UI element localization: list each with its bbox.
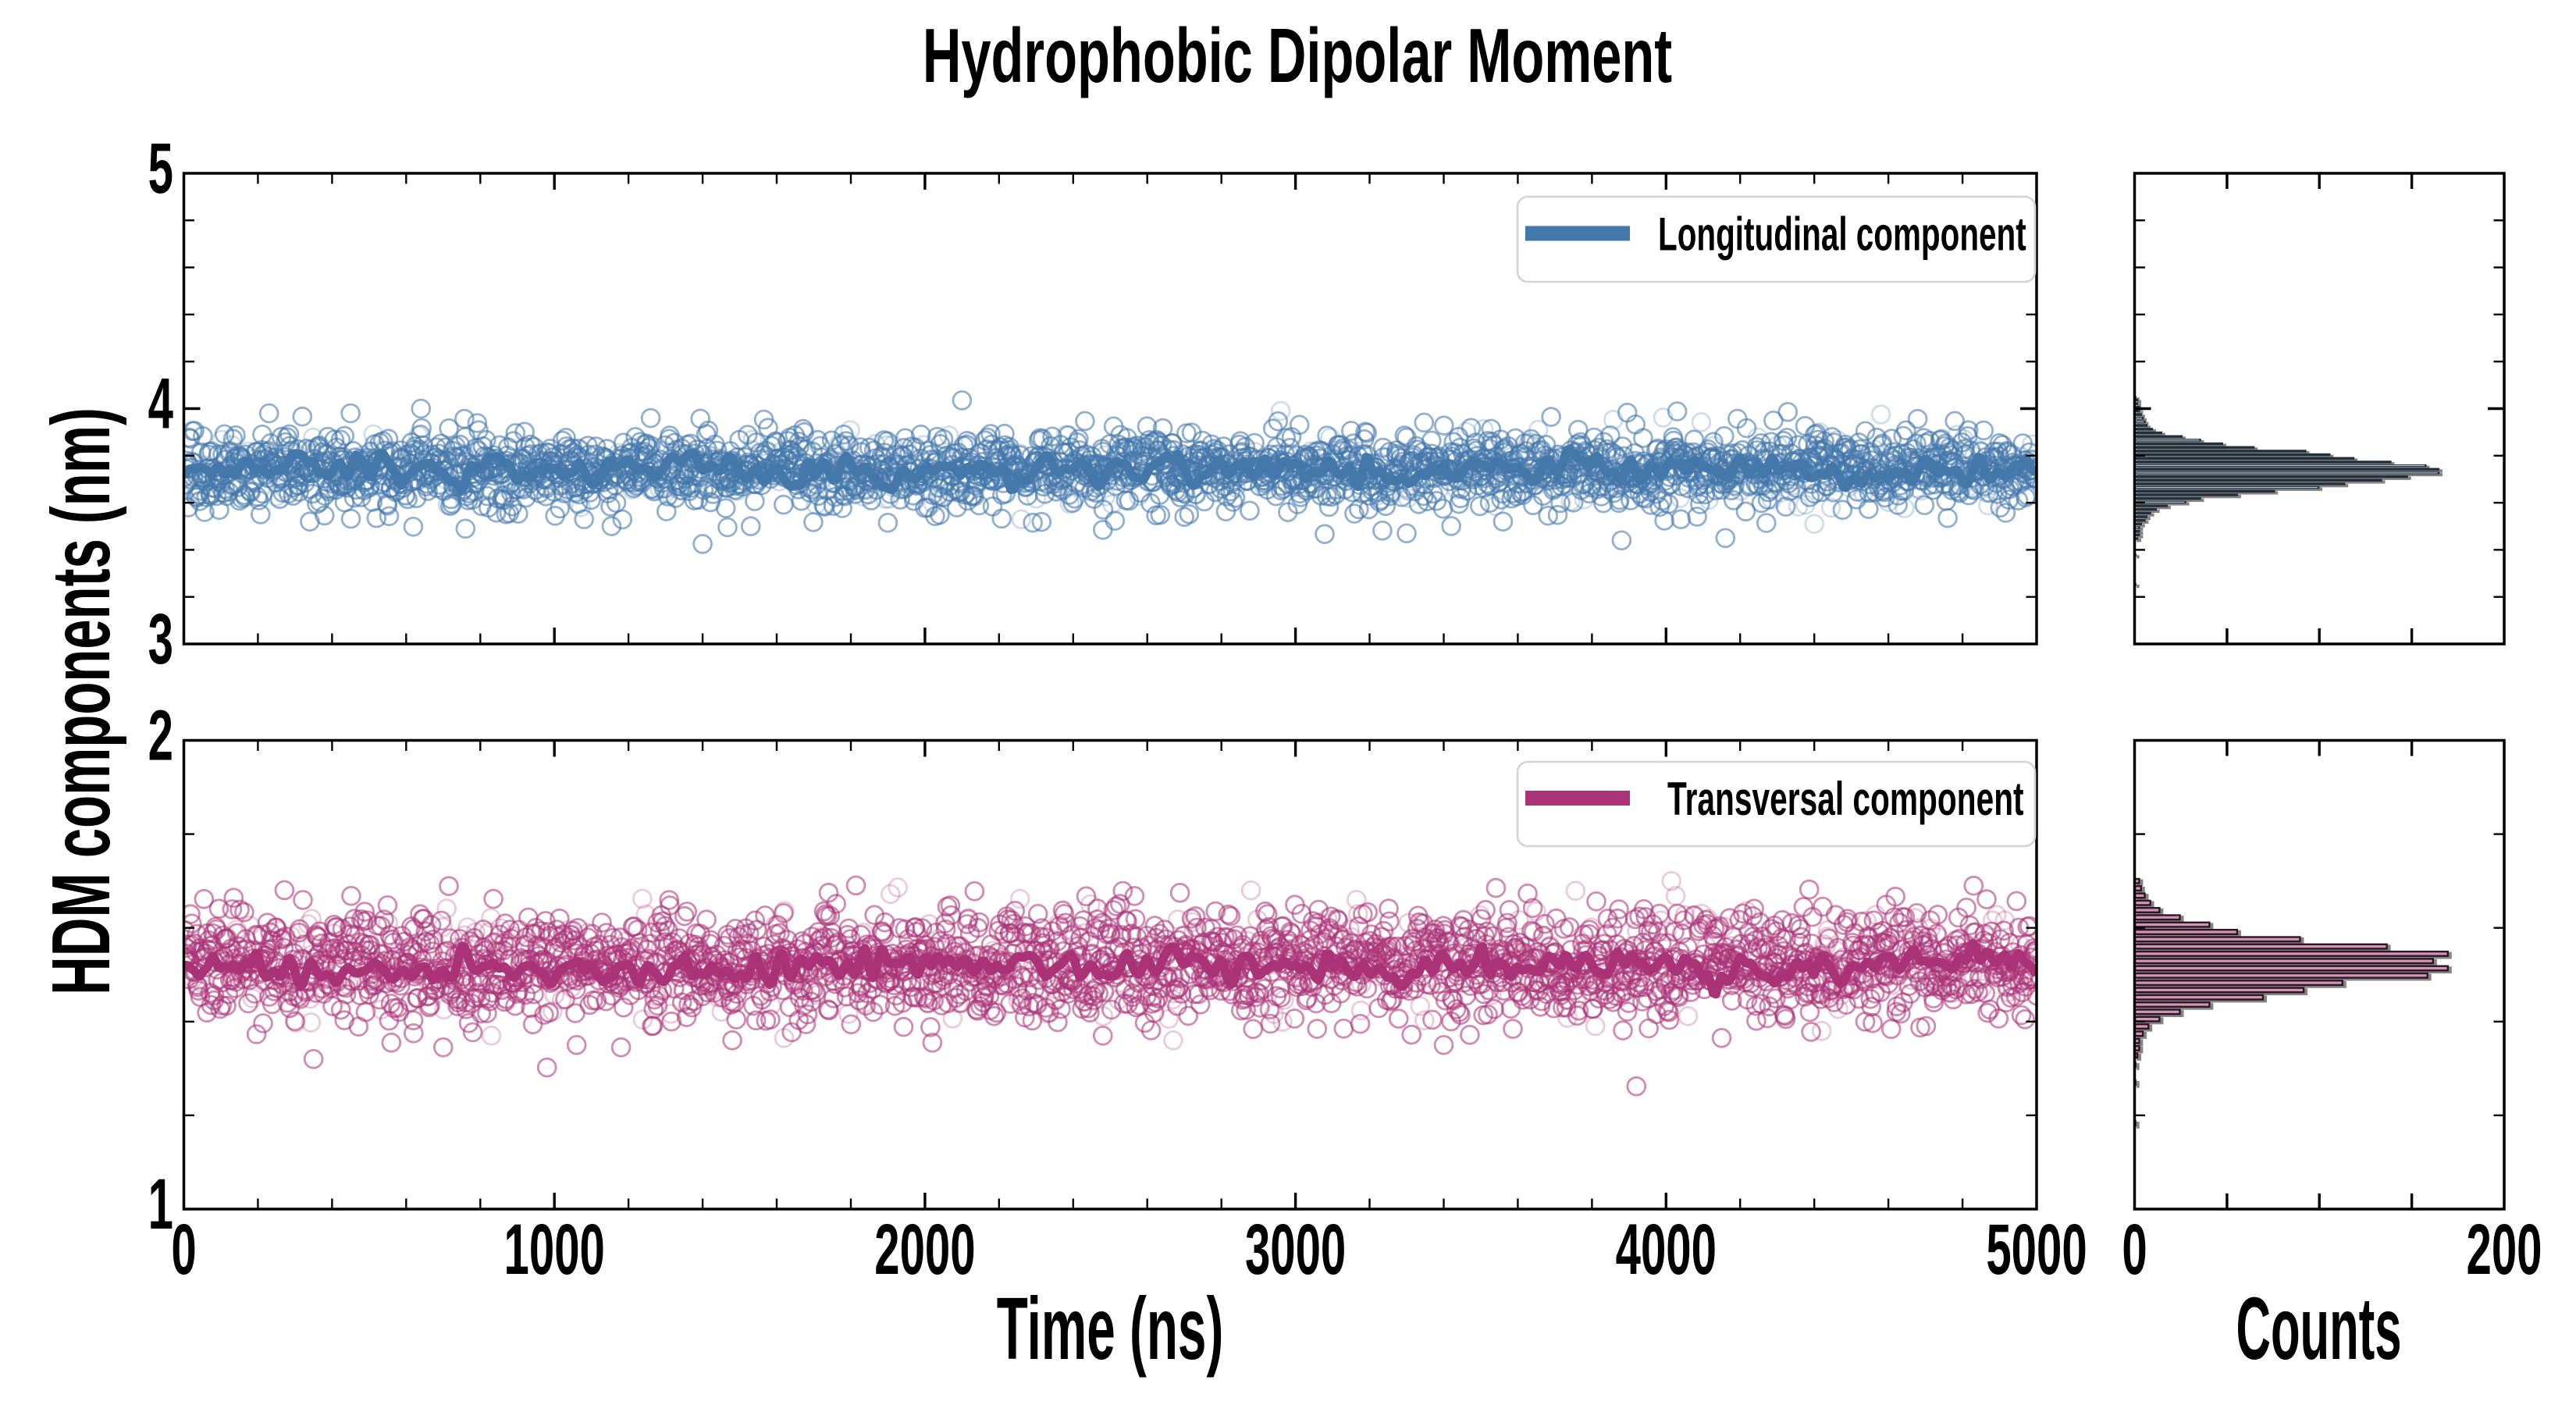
svg-text:3: 3 bbox=[148, 599, 173, 680]
svg-text:5000: 5000 bbox=[1986, 1210, 2087, 1290]
svg-text:Longitudinal component: Longitudinal component bbox=[1658, 208, 2026, 261]
svg-text:4000: 4000 bbox=[1616, 1210, 1717, 1290]
svg-text:1000: 1000 bbox=[504, 1210, 605, 1290]
svg-text:Counts: Counts bbox=[2236, 1280, 2401, 1378]
svg-text:0: 0 bbox=[2122, 1210, 2147, 1290]
svg-text:Time (ns): Time (ns) bbox=[997, 1279, 1224, 1378]
svg-text:5: 5 bbox=[148, 129, 173, 209]
svg-text:HDM components (nm): HDM components (nm) bbox=[34, 407, 127, 995]
svg-text:1: 1 bbox=[148, 1165, 173, 1245]
svg-text:0: 0 bbox=[171, 1210, 196, 1290]
svg-text:3000: 3000 bbox=[1245, 1210, 1346, 1290]
svg-text:Hydrophobic Dipolar Moment: Hydrophobic Dipolar Moment bbox=[923, 12, 1672, 98]
svg-text:200: 200 bbox=[2467, 1210, 2542, 1290]
svg-text:Transversal component: Transversal component bbox=[1667, 773, 2024, 825]
svg-text:2: 2 bbox=[148, 695, 173, 776]
svg-text:4: 4 bbox=[148, 364, 173, 444]
svg-text:2000: 2000 bbox=[874, 1210, 975, 1290]
